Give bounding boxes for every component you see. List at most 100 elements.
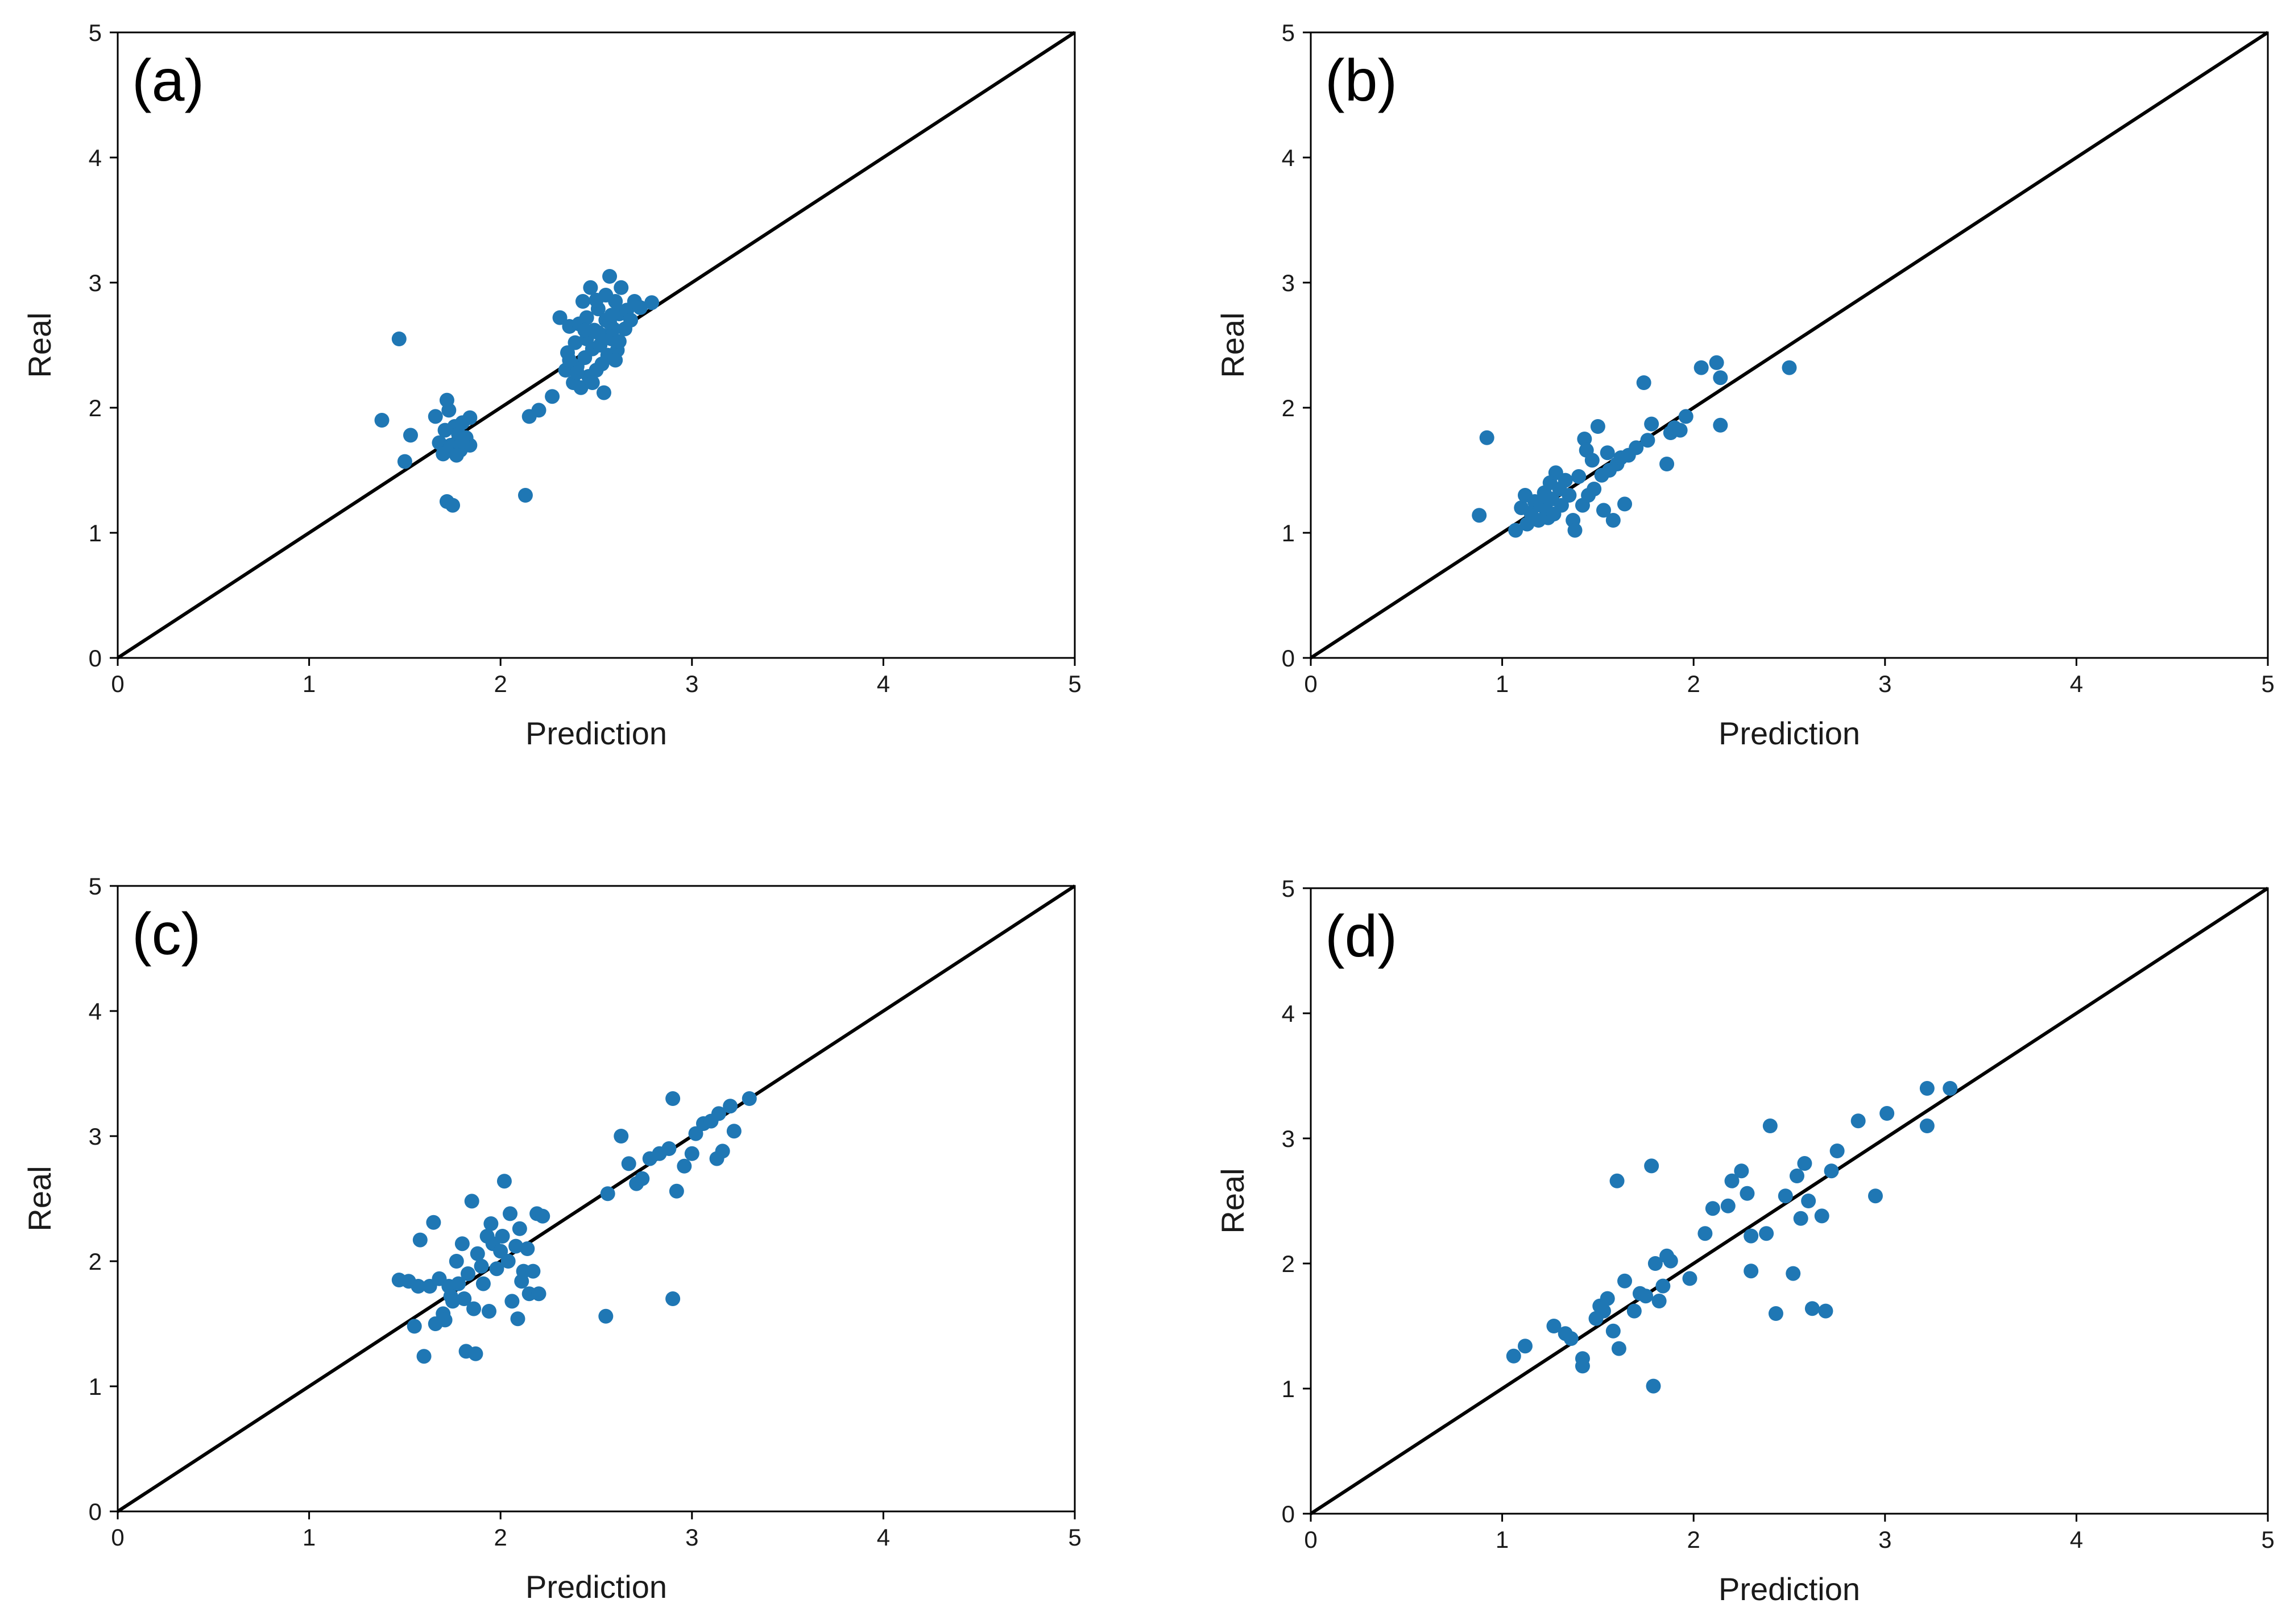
y-tick-label: 4	[89, 998, 102, 1025]
data-point	[1678, 409, 1693, 424]
data-point	[1829, 1144, 1845, 1158]
data-point	[470, 1246, 485, 1261]
data-point	[1600, 1291, 1615, 1306]
data-point	[483, 1216, 499, 1231]
y-tick-label: 1	[1282, 520, 1295, 546]
data-point	[1563, 1331, 1579, 1346]
y-tick-label: 1	[1282, 1376, 1295, 1402]
x-tick-label: 5	[2261, 1526, 2274, 1553]
x-axis-label: Prediction	[525, 1569, 667, 1605]
data-point	[525, 1263, 541, 1279]
data-point	[520, 1241, 535, 1256]
data-point	[1629, 440, 1644, 455]
data-point	[1709, 355, 1724, 370]
y-tick-label: 5	[89, 873, 102, 900]
data-point	[449, 1254, 464, 1269]
data-point	[454, 1236, 470, 1252]
data-point	[1554, 498, 1569, 513]
data-point	[665, 1291, 681, 1306]
x-tick-label: 5	[1068, 670, 1081, 697]
data-point	[594, 357, 610, 371]
reference-line	[117, 884, 1076, 1513]
y-tick-label: 2	[1282, 1250, 1295, 1277]
data-point	[426, 1215, 441, 1230]
data-point	[1801, 1194, 1816, 1208]
data-point	[460, 1266, 475, 1281]
x-tick-label: 1	[303, 1524, 316, 1551]
data-point	[1778, 1188, 1793, 1204]
data-point	[508, 1238, 524, 1254]
y-tick-label: 0	[1282, 1501, 1295, 1527]
data-point	[1713, 370, 1728, 386]
x-tick-label: 5	[2261, 670, 2274, 697]
y-tick-label: 3	[1282, 270, 1295, 296]
scatter-panel-4: 0 1 2 3 4 5 0 1 2 3 4 5 Prediction Real (d)	[1215, 875, 2275, 1607]
data-point	[1759, 1226, 1774, 1241]
data-point	[1584, 453, 1600, 468]
data-point	[1804, 1301, 1820, 1316]
x-tick-label: 1	[303, 670, 316, 697]
y-tick-label: 3	[89, 1123, 102, 1150]
x-tick-label: 1	[1496, 670, 1509, 697]
data-point	[1506, 1348, 1521, 1364]
panel-label: (b)	[1325, 48, 1397, 114]
data-point	[1479, 430, 1494, 445]
data-point	[512, 1221, 527, 1236]
data-point	[1762, 1118, 1778, 1133]
data-point	[635, 1171, 650, 1186]
data-point	[454, 434, 470, 449]
data-point	[432, 435, 447, 450]
data-point	[397, 454, 412, 469]
data-point	[596, 385, 611, 400]
x-tick-label: 3	[1878, 670, 1891, 697]
x-axis-label: Prediction	[1719, 1571, 1860, 1607]
data-point	[1590, 419, 1605, 434]
axes-frame	[117, 31, 1076, 659]
data-point	[474, 1258, 489, 1274]
x-tick-label: 4	[877, 1524, 890, 1551]
data-point	[1562, 488, 1577, 503]
data-point	[600, 1186, 615, 1202]
y-tick-label: 1	[89, 520, 102, 546]
data-point	[684, 1146, 699, 1161]
axes-frame	[1310, 887, 2269, 1515]
data-point	[1647, 1256, 1663, 1271]
y-tick-label: 5	[89, 19, 102, 46]
data-point	[590, 325, 606, 340]
data-point	[1611, 1341, 1626, 1356]
data-point	[1472, 508, 1487, 523]
data-point	[545, 389, 560, 404]
data-point	[445, 498, 461, 513]
data-point	[462, 410, 478, 425]
y-tick-label: 3	[89, 270, 102, 296]
data-point	[1644, 416, 1659, 432]
reference-line	[1310, 31, 2269, 660]
data-point	[445, 1294, 461, 1309]
data-point	[575, 294, 590, 309]
data-point	[1517, 1339, 1533, 1354]
data-point	[726, 1124, 742, 1139]
y-tick-label: 4	[89, 144, 102, 171]
data-point	[585, 375, 600, 390]
x-tick-label: 2	[1687, 670, 1700, 697]
data-point	[1693, 360, 1709, 375]
axes-frame	[1310, 31, 2269, 659]
x-axis-label: Prediction	[1719, 715, 1860, 751]
data-point	[1605, 513, 1621, 528]
data-point	[1868, 1188, 1883, 1204]
scatter-panel-3: 0 1 2 3 4 5 0 1 2 3 4 5 Prediction Real (c)	[22, 873, 1082, 1605]
data-point	[504, 1294, 520, 1309]
data-point	[1672, 422, 1688, 438]
x-tick-label: 5	[1068, 1524, 1081, 1551]
data-point	[517, 488, 533, 503]
data-point	[1697, 1226, 1713, 1241]
panels: 0 1 2 3 4 5 0 1 2 3 4 5 Prediction Real (a) 0 1 2 3 4 5 0 1 2 3 4…	[22, 19, 2275, 1607]
y-tick-label: 5	[1282, 875, 1295, 902]
y-tick-label: 2	[1282, 395, 1295, 421]
data-point	[1744, 1228, 1759, 1244]
data-point	[711, 1106, 726, 1121]
data-point	[1651, 1294, 1667, 1308]
x-tick-label: 0	[1304, 670, 1317, 697]
data-point	[475, 1276, 491, 1291]
y-tick-label: 4	[1282, 144, 1295, 171]
